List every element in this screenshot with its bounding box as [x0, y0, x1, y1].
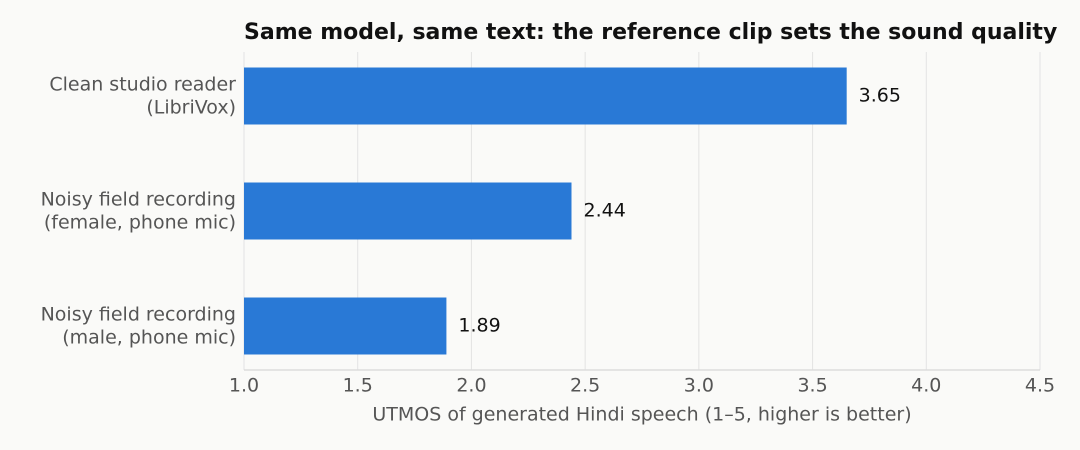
y-tick-label: Clean studio reader (LibriVox) — [49, 73, 236, 118]
x-tick-label: 3.5 — [797, 375, 827, 397]
y-tick-label-line: Noisy field recording — [41, 188, 236, 210]
y-tick-label: Noisy field recording (female, phone mic) — [41, 188, 236, 233]
value-label: 1.89 — [458, 315, 500, 337]
bar — [244, 67, 847, 125]
y-tick-label-line: (LibriVox) — [146, 96, 236, 118]
x-axis-label: UTMOS of generated Hindi speech (1–5, hi… — [372, 404, 911, 426]
x-tick-label: 4.0 — [911, 375, 941, 397]
y-tick-label-line: (female, phone mic) — [44, 211, 236, 233]
bar — [244, 182, 572, 240]
x-tick-label: 4.5 — [1025, 375, 1055, 397]
value-label: 2.44 — [583, 200, 625, 222]
chart-title: Same model, same text: the reference cli… — [244, 20, 1057, 45]
y-tick-label-line: Noisy field recording — [41, 303, 236, 325]
y-tick-label: Noisy field recording (male, phone mic) — [41, 303, 236, 348]
x-tick-label: 1.0 — [229, 375, 259, 397]
x-tick-label: 3.0 — [684, 375, 714, 397]
y-tick-label-line: Clean studio reader — [49, 73, 236, 95]
x-tick-label: 2.5 — [570, 375, 600, 397]
y-tick-label-line: (male, phone mic) — [62, 326, 236, 348]
value-label: 3.65 — [859, 85, 901, 107]
x-tick-label: 1.5 — [343, 375, 373, 397]
x-tick-label: 2.0 — [456, 375, 486, 397]
bar — [244, 297, 447, 355]
